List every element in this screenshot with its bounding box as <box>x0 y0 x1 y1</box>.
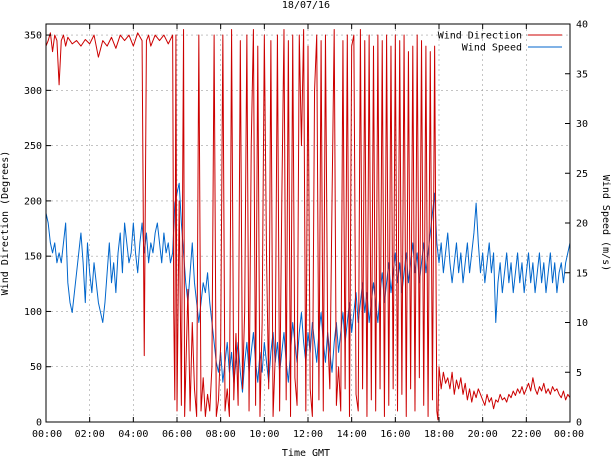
y2-tick-label: 5 <box>576 368 582 379</box>
x-tick-label: 00:00 <box>554 429 584 440</box>
x-tick-label: 12:00 <box>293 429 323 440</box>
y2-tick-label: 40 <box>576 20 588 31</box>
x-tick-label: 00:00 <box>32 429 62 440</box>
x-tick-label: 20:00 <box>468 429 498 440</box>
legend-label: Wind Speed <box>462 43 522 54</box>
x-tick-label: 18:00 <box>424 429 454 440</box>
x-tick-label: 02:00 <box>75 429 105 440</box>
series-line-wind-speed <box>45 182 571 393</box>
y-tick-label: 250 <box>24 141 42 152</box>
legend-label: Wind Direction <box>438 31 522 42</box>
y2-tick-label: 35 <box>576 69 588 80</box>
x-tick-label: 14:00 <box>337 429 367 440</box>
y2-tick-label: 0 <box>576 418 582 429</box>
y2-tick-label: 20 <box>576 219 588 230</box>
grid-lines <box>46 24 570 422</box>
chart-title: 18/07/16 <box>282 0 330 11</box>
y-tick-label: 100 <box>24 307 42 318</box>
y2-tick-label: 15 <box>576 268 588 279</box>
x-tick-label: 10:00 <box>249 429 279 440</box>
x-tick-label: 16:00 <box>380 429 410 440</box>
y-axis-label-right: Wind Speed (m/s) <box>600 175 611 271</box>
y2-tick-label: 25 <box>576 169 588 180</box>
y2-tick-label: 30 <box>576 119 588 130</box>
y-axis-label-left: Wind Direction (Degrees) <box>0 151 11 296</box>
x-tick-label: 08:00 <box>206 429 236 440</box>
x-tick-label: 22:00 <box>511 429 541 440</box>
y-tick-label: 300 <box>24 86 42 97</box>
y-tick-label: 50 <box>30 362 42 373</box>
y-tick-label: 350 <box>24 31 42 42</box>
y-tick-label: 200 <box>24 196 42 207</box>
x-axis-label: Time GMT <box>282 448 330 459</box>
y-tick-label: 150 <box>24 252 42 263</box>
y-tick-label: 0 <box>36 418 42 429</box>
x-tick-label: 06:00 <box>162 429 192 440</box>
plot-series <box>45 29 571 421</box>
axes: 00:00 02:00 04:00 06:00 08:00 10:00 12:00 14:00… <box>24 20 588 441</box>
x-tick-label: 04:00 <box>118 429 148 440</box>
series-line-wind-direction <box>45 29 571 421</box>
y2-tick-label: 10 <box>576 318 588 329</box>
